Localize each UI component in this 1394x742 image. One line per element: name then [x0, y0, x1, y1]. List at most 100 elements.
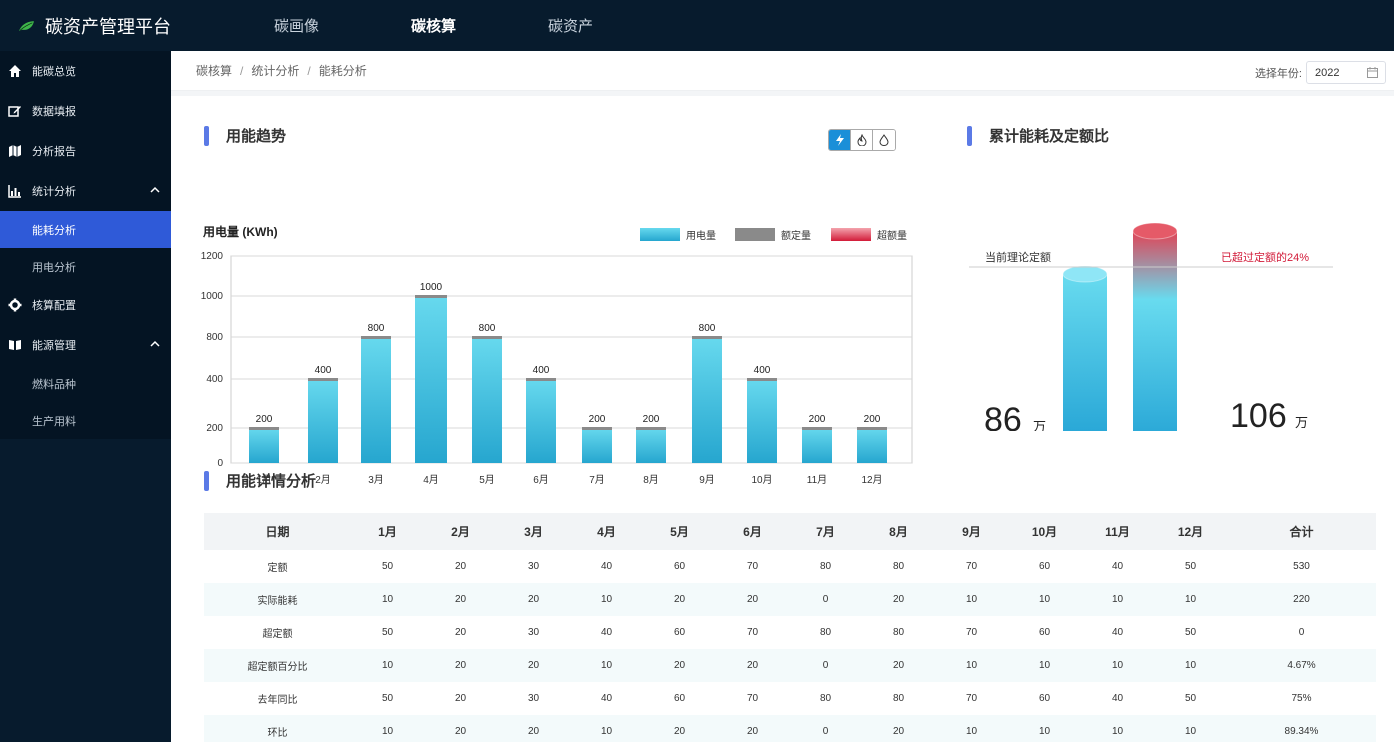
toggle-gas[interactable]: [851, 130, 873, 150]
leaf-logo-icon: [19, 20, 34, 31]
bar-data-label: 400: [533, 365, 550, 376]
table-cell: 10: [1081, 649, 1154, 682]
chevron-up-icon: [149, 338, 161, 350]
bar-data-label: 200: [809, 414, 826, 425]
table-cell: 40: [600, 627, 613, 638]
sidebar-item[interactable]: 能碳总览: [0, 51, 171, 91]
table-cell: 20: [454, 627, 467, 638]
x-tick-label: 6月: [533, 474, 549, 486]
toggle-electricity[interactable]: [829, 130, 851, 150]
cylinder-body[interactable]: [1133, 231, 1177, 431]
table-cell: 40: [1111, 627, 1124, 638]
bar-data-label: 200: [256, 414, 273, 425]
x-tick-label: 11月: [807, 474, 827, 486]
flame-icon: [856, 134, 867, 146]
legend-swatch: [831, 228, 871, 241]
table-cell: 80: [892, 627, 905, 638]
table-cell: 50: [381, 693, 394, 704]
sidebar-item[interactable]: 数据填报: [0, 91, 171, 131]
table-header-cell: 11月: [1081, 513, 1154, 550]
sidebar-item[interactable]: 核算配置: [0, 285, 171, 325]
breadcrumb: 碳核算 / 统计分析 / 能耗分析 选择年份: 2022: [171, 51, 1394, 91]
section-title-text: 用能趋势: [226, 128, 287, 145]
bar-usage[interactable]: [415, 296, 447, 463]
sidebar-item[interactable]: 统计分析: [0, 171, 171, 211]
legend-label: 超额量: [877, 229, 907, 242]
table-cell: 70: [746, 627, 759, 638]
table-header-cell: 1月: [351, 513, 424, 550]
bar-data-label: 800: [699, 323, 716, 334]
breadcrumb-item[interactable]: 统计分析: [251, 64, 300, 78]
sidebar-subitem[interactable]: 燃料品种: [32, 378, 76, 391]
table-cell: 定额: [267, 563, 288, 574]
table-cell: 60: [1038, 693, 1051, 704]
year-selector-label: 选择年份:: [1254, 67, 1302, 80]
quota-unit: 万: [1033, 419, 1046, 431]
bar-data-label: 800: [479, 323, 496, 334]
bar-usage[interactable]: [636, 428, 666, 463]
top-nav-item[interactable]: 碳资产: [548, 18, 594, 35]
y-tick-label: 1200: [201, 251, 224, 262]
bar-data-label: 200: [864, 414, 881, 425]
table-cell: 60: [1038, 627, 1051, 638]
y-tick-label: 800: [206, 332, 223, 343]
table-cell: 40: [600, 693, 613, 704]
bar-usage[interactable]: [472, 337, 502, 463]
map-icon: [8, 144, 22, 158]
table-cell: 70: [965, 627, 978, 638]
table-cell: 80: [892, 693, 905, 704]
bar-usage[interactable]: [361, 337, 391, 463]
sidebar-item-label: 分析报告: [32, 146, 76, 158]
table-cell: 10: [1081, 583, 1154, 616]
bar-usage[interactable]: [582, 428, 612, 463]
sidebar-subitem[interactable]: 能耗分析: [0, 211, 171, 248]
table-cell: 环比: [204, 715, 351, 742]
side-menu: 能碳总览 数据填报分析报告统计分析 能耗分析用电分析核算配置 能源管理燃料品种生产用料: [0, 51, 171, 439]
x-tick-label: 9月: [699, 474, 715, 486]
bar-usage[interactable]: [526, 379, 556, 463]
sidebar-item[interactable]: 分析报告: [0, 131, 171, 171]
table-cell: 10: [570, 715, 643, 742]
bar-usage[interactable]: [308, 379, 338, 463]
gear-icon: [8, 298, 22, 312]
cylinder-body[interactable]: [1063, 274, 1107, 431]
table-cell: 20: [424, 583, 497, 616]
table-cell: 超定额: [262, 629, 293, 640]
section-title-detail: 用能详情分析: [204, 470, 316, 491]
x-tick-label: 2月: [315, 474, 331, 486]
sidebar-item[interactable]: 能源管理: [0, 325, 171, 365]
bar-usage[interactable]: [857, 428, 887, 463]
bar-usage[interactable]: [747, 379, 777, 463]
table-cell: 10: [1154, 583, 1227, 616]
table-header-cell: 5月: [643, 513, 716, 550]
table-cell: 20: [862, 649, 935, 682]
bar-usage[interactable]: [802, 428, 832, 463]
table-header-cell: 日期: [204, 513, 351, 550]
year-selector: 选择年份: 2022: [1255, 61, 1386, 84]
table-header-row: 日期 1月 2月 3月 4月 5月 6月 7月 8月 9月 10月 11月 12月 合计: [204, 513, 1376, 550]
top-nav: 碳画像 碳核算 碳资产: [274, 15, 685, 36]
bar-usage[interactable]: [692, 337, 722, 463]
table-cell: 220: [1227, 583, 1376, 616]
divider-band: [171, 91, 1394, 96]
table-cell: 50: [1184, 693, 1197, 704]
bar-usage[interactable]: [249, 428, 279, 463]
top-nav-item[interactable]: 碳核算: [411, 18, 457, 35]
toggle-water[interactable]: [873, 130, 895, 150]
sidebar-subitem[interactable]: 生产用料: [32, 415, 76, 428]
logo[interactable]: 碳资产管理平台: [0, 13, 171, 39]
table-header-cell: 6月: [716, 513, 789, 550]
table-cell: 4.67%: [1227, 649, 1376, 682]
table-cell: 30: [527, 693, 540, 704]
table-cell: 80: [819, 627, 832, 638]
sidebar-subitem[interactable]: 用电分析: [32, 261, 76, 274]
top-nav-item[interactable]: 碳画像: [274, 18, 320, 35]
table-cell: 20: [497, 649, 570, 682]
breadcrumb-item[interactable]: 碳核算: [196, 64, 233, 78]
year-input[interactable]: 2022: [1306, 61, 1386, 84]
table-cell: 80: [819, 693, 832, 704]
bar-quota-marker: [308, 378, 338, 381]
bar-quota-marker: [361, 336, 391, 339]
bar-quota-marker: [472, 336, 502, 339]
x-tick-label: 5月: [479, 474, 495, 486]
